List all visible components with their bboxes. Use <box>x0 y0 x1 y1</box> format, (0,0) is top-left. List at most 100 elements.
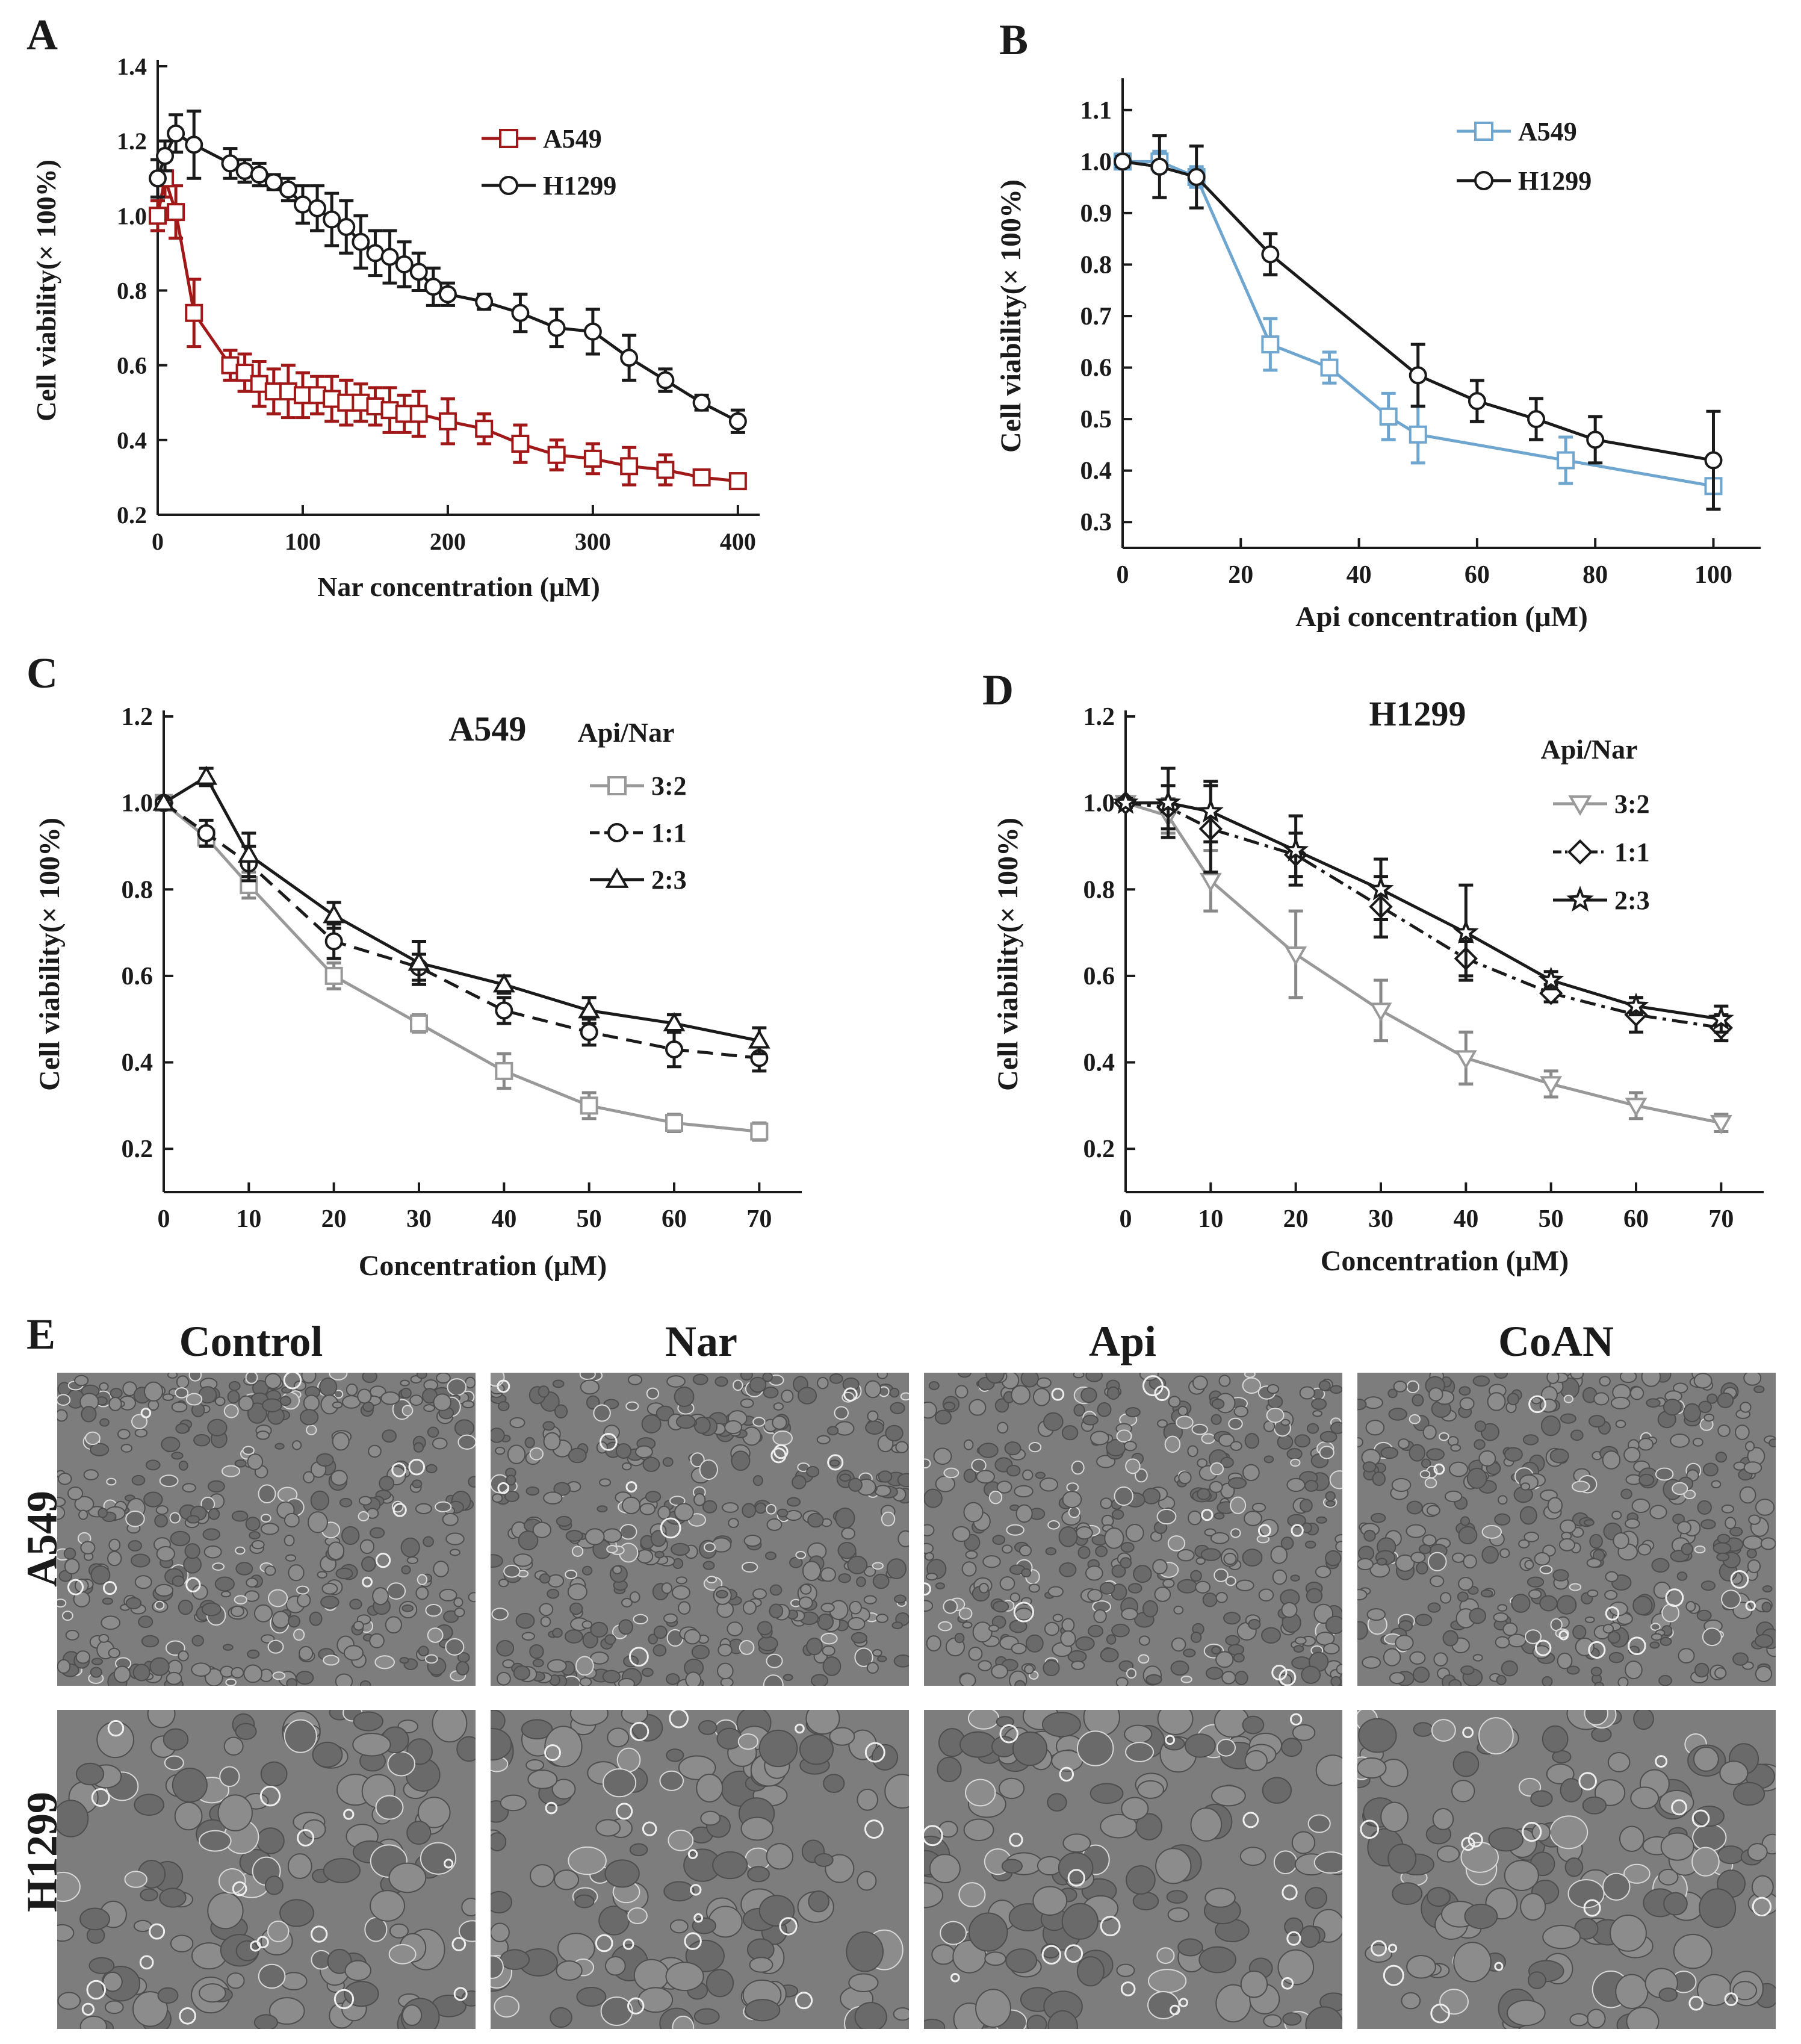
y-tick-label: 1.1 <box>1080 97 1112 125</box>
x-tick-label: 0 <box>1120 1205 1132 1233</box>
legend-entry: 2:3 <box>1553 886 1650 915</box>
micrograph-h1299-api <box>924 1710 1342 2029</box>
y-tick-label: 0.8 <box>122 876 153 904</box>
data-point <box>748 1029 770 1049</box>
y-tick-label: 1.4 <box>117 53 147 80</box>
data-point <box>352 232 370 251</box>
legend-entry: A549 <box>1457 117 1577 146</box>
data-point <box>1379 407 1398 426</box>
data-point <box>475 293 494 311</box>
data-point <box>352 393 370 412</box>
data-point <box>1197 798 1224 823</box>
legend-marker <box>607 823 627 842</box>
y-axis-label: Cell viability(× 100%) <box>995 179 1027 453</box>
data-point <box>1187 168 1206 186</box>
y-tick-label: 0.6 <box>122 963 153 990</box>
data-point <box>511 435 530 453</box>
x-tick-label: 40 <box>1453 1205 1478 1233</box>
legend-marker <box>499 129 518 148</box>
y-tick-label: 1.2 <box>117 128 147 155</box>
y-tick-label: 0.4 <box>117 427 147 454</box>
data-point <box>409 262 428 281</box>
x-axis-label: Api concentration (μM) <box>1295 601 1588 633</box>
x-tick-label: 300 <box>575 528 611 555</box>
y-tick-label: 0.9 <box>1080 200 1112 228</box>
x-tick-label: 20 <box>321 1205 347 1233</box>
legend-entry: A549 <box>482 124 602 154</box>
data-point <box>1283 837 1309 862</box>
x-tick-label: 0 <box>158 1205 170 1233</box>
data-point <box>1623 992 1649 1017</box>
data-point <box>1710 1115 1732 1135</box>
data-point <box>511 303 530 322</box>
y-tick-label: 0.2 <box>1083 1135 1115 1163</box>
series-2-3 <box>152 765 770 1055</box>
data-point <box>1409 366 1427 385</box>
data-point <box>665 1114 683 1132</box>
y-tick-label: 0.4 <box>122 1049 153 1077</box>
series-3-2 <box>155 794 769 1142</box>
data-point <box>221 154 240 173</box>
legend-marker <box>499 176 518 195</box>
data-point <box>1708 1005 1734 1030</box>
y-axis-label: Cell viability(× 100%) <box>992 818 1024 1091</box>
data-point <box>323 390 341 408</box>
panel-letter-b: B <box>999 16 1029 64</box>
x-tick-label: 40 <box>491 1205 516 1233</box>
data-point <box>1155 789 1182 814</box>
data-point <box>1409 425 1427 444</box>
data-point <box>656 461 675 479</box>
data-point <box>167 124 185 143</box>
x-tick-label: 0 <box>152 528 164 555</box>
chart-c: 0.2 0.4 0.6 0.8 1.0 1.2 0 10 20 30 40 50 60 70 Concent… <box>34 703 802 1282</box>
legend-label: 1:1 <box>1614 837 1650 867</box>
y-tick-label: 0.8 <box>1083 876 1115 904</box>
data-point <box>324 966 343 985</box>
data-point <box>1540 1076 1563 1096</box>
x-tick-label: 30 <box>406 1205 432 1233</box>
data-point <box>156 147 175 165</box>
legend-label: 2:3 <box>1614 886 1650 915</box>
chart-b: 0.3 0.4 0.5 0.6 0.7 0.8 0.9 1.0 1.1 0 20 40 60 80 100 A… <box>995 78 1761 633</box>
micrograph-texture <box>1357 1710 1776 2029</box>
data-point <box>583 449 602 468</box>
data-point <box>620 349 639 367</box>
x-tick-label: 60 <box>1465 561 1490 589</box>
panel-letter-d: D <box>982 666 1014 714</box>
micrograph-a549-api <box>924 1373 1342 1686</box>
data-point <box>149 169 167 188</box>
micrograph-h1299-nar <box>491 1710 909 2029</box>
micrograph-texture <box>57 1710 476 2029</box>
micrograph-texture <box>1357 1373 1776 1686</box>
data-point <box>663 1011 686 1031</box>
legend-entry: 1:1 <box>590 818 687 848</box>
data-point <box>547 318 566 337</box>
y-tick-label: 1.0 <box>117 202 147 229</box>
data-point <box>235 161 254 180</box>
data-point <box>1199 872 1222 892</box>
data-point <box>1369 1002 1392 1022</box>
legend-entry: 2:3 <box>590 865 687 895</box>
legend-label: H1299 <box>543 171 616 200</box>
series-h1299 <box>149 110 747 434</box>
data-point <box>1586 430 1605 449</box>
micrograph-texture <box>491 1373 909 1686</box>
series-h1299 <box>1114 134 1723 511</box>
legend-entry: 1:1 <box>1553 837 1650 867</box>
series-a549 <box>149 158 747 491</box>
legend-title: Api/Nar <box>1541 734 1638 765</box>
x-tick-label: 40 <box>1347 561 1372 589</box>
y-tick-label: 0.8 <box>1080 251 1112 279</box>
y-tick-label: 0.5 <box>1080 406 1112 433</box>
y-tick-label: 1.0 <box>1080 148 1112 176</box>
micrograph-h1299-coan <box>1357 1710 1776 2029</box>
micrograph-a549-control <box>57 1373 476 1686</box>
legend-entry: H1299 <box>1457 166 1592 196</box>
data-point <box>475 420 494 438</box>
legend-label: A549 <box>1518 117 1577 146</box>
data-point <box>167 203 185 222</box>
y-tick-label: 0.8 <box>117 278 147 305</box>
series-line <box>1125 801 1722 1030</box>
chart-a: 0.2 0.4 0.6 0.8 1.0 1.2 1.4 0 100 200 300 400 Nar co… <box>31 53 760 602</box>
data-point <box>656 371 675 390</box>
